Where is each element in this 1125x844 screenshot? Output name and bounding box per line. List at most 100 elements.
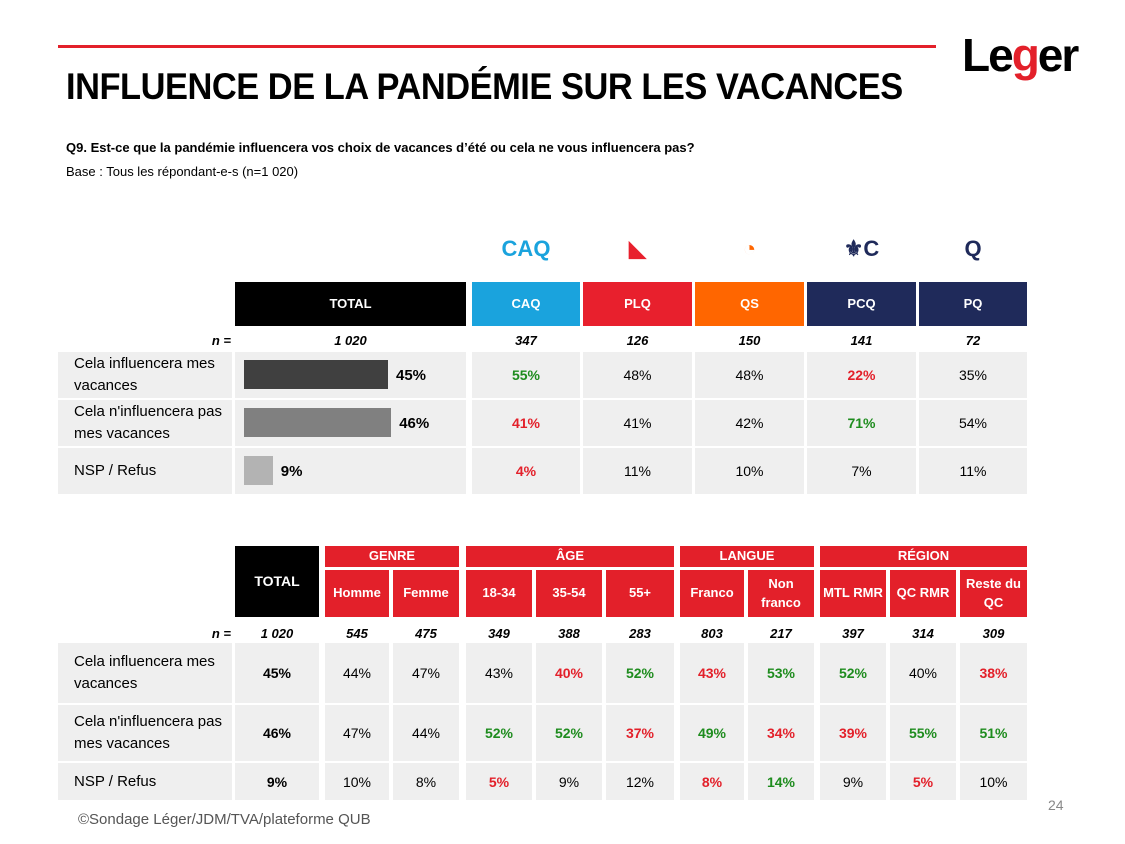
party-value: 10% xyxy=(695,448,804,494)
top-total-n: 1 020 xyxy=(334,332,367,348)
caq-logo: CAQ xyxy=(501,236,551,261)
n-label: n = xyxy=(211,332,231,348)
segment-header: 18-34 xyxy=(466,570,532,617)
segment-value: 49% xyxy=(680,705,744,761)
segment-header: 35-54 xyxy=(536,570,602,617)
party-value: 71% xyxy=(807,400,916,446)
party-value: 11% xyxy=(583,448,692,494)
segment-header: MTL RMR xyxy=(820,570,886,617)
page-number: 24 xyxy=(1048,797,1064,813)
total-bar-cell xyxy=(235,448,466,494)
row-label: Cela influencera mes vacances xyxy=(58,643,232,703)
qs-logo: ◔ xyxy=(742,236,757,261)
segment-value: 5% xyxy=(890,763,956,800)
segment-value: 43% xyxy=(466,643,532,703)
party-header-caq: CAQ xyxy=(472,282,580,326)
total-bar xyxy=(244,360,388,389)
pq-logo: Q xyxy=(964,236,982,261)
bottom-total-value: 46% xyxy=(235,705,319,761)
segment-value: 52% xyxy=(536,705,602,761)
bottom-total-value: 9% xyxy=(235,763,319,800)
row-label: NSP / Refus xyxy=(58,448,232,494)
segment-value: 12% xyxy=(606,763,674,800)
segment-value: 44% xyxy=(393,705,459,761)
party-n: 72 xyxy=(965,332,981,348)
row-label: Cela influencera mes vacances xyxy=(58,352,232,398)
segment-value: 8% xyxy=(393,763,459,800)
party-value: 54% xyxy=(919,400,1027,446)
segment-value: 52% xyxy=(466,705,532,761)
segment-n: 545 xyxy=(346,625,368,641)
row-label: Cela n'influencera pas mes vacances xyxy=(58,400,232,446)
party-value: 35% xyxy=(919,352,1027,398)
total-value: 9% xyxy=(280,462,303,480)
group-header-1: ÂGE xyxy=(466,546,674,567)
segment-n: 309 xyxy=(982,625,1005,641)
segment-value: 52% xyxy=(820,643,886,703)
segment-value: 10% xyxy=(960,763,1027,800)
segment-value: 43% xyxy=(680,643,744,703)
segment-header: Homme xyxy=(325,570,389,617)
n-label-bottom: n = xyxy=(211,625,231,641)
segment-value: 8% xyxy=(680,763,744,800)
bottom-total-header: TOTAL xyxy=(235,546,319,617)
footer-copyright: ©Sondage Léger/JDM/TVA/plateforme QUB xyxy=(78,811,371,828)
segment-value: 47% xyxy=(325,705,389,761)
segment-value: 51% xyxy=(960,705,1027,761)
segment-header: Franco xyxy=(680,570,744,617)
segment-n: 475 xyxy=(415,625,437,641)
total-bar xyxy=(244,456,273,485)
segment-value: 37% xyxy=(606,705,674,761)
segment-value: 44% xyxy=(325,643,389,703)
plq-logo: ◣ xyxy=(629,236,646,261)
base-text: Base : Tous les répondant-e-s (n=1 020) xyxy=(66,164,299,179)
party-n: 150 xyxy=(738,332,761,348)
segment-header: 55+ xyxy=(606,570,674,617)
segment-value: 14% xyxy=(748,763,814,800)
party-value: 41% xyxy=(583,400,692,446)
segment-n: 397 xyxy=(842,625,864,641)
total-value: 46% xyxy=(399,414,430,432)
group-header-3: RÉGION xyxy=(820,546,1027,567)
bottom-total-n: 1 020 xyxy=(260,625,294,641)
party-value: 41% xyxy=(472,400,580,446)
segment-header: Femme xyxy=(393,570,459,617)
segment-value: 47% xyxy=(393,643,459,703)
segment-header: Reste du QC xyxy=(960,570,1027,617)
total-value: 45% xyxy=(396,366,427,384)
party-value: 11% xyxy=(919,448,1027,494)
segment-n: 803 xyxy=(701,625,723,641)
party-n: 141 xyxy=(850,332,873,348)
row-label: Cela n'influencera pas mes vacances xyxy=(58,705,232,761)
party-header-qs: QS xyxy=(695,282,804,326)
party-n: 126 xyxy=(626,332,649,348)
total-bar xyxy=(244,408,392,437)
bottom-total-value: 45% xyxy=(235,643,319,703)
segment-value: 10% xyxy=(325,763,389,800)
party-header-pq: PQ xyxy=(919,282,1027,326)
header-rule xyxy=(58,45,936,48)
group-header-0: GENRE xyxy=(325,546,459,567)
segment-n: 349 xyxy=(488,625,510,641)
segment-value: 52% xyxy=(606,643,674,703)
party-value: 55% xyxy=(472,352,580,398)
pcq-logo: ⚜C xyxy=(843,236,880,261)
party-n: 347 xyxy=(515,332,537,348)
segment-header: Non franco xyxy=(748,570,814,617)
segment-n: 314 xyxy=(912,625,934,641)
segment-value: 34% xyxy=(748,705,814,761)
segment-value: 9% xyxy=(536,763,602,800)
leger-logo: Leger xyxy=(962,29,1079,81)
segment-value: 38% xyxy=(960,643,1027,703)
party-value: 48% xyxy=(583,352,692,398)
segment-value: 40% xyxy=(890,643,956,703)
segment-value: 53% xyxy=(748,643,814,703)
party-value: 42% xyxy=(695,400,804,446)
page-title: INFLUENCE DE LA PANDÉMIE SUR LES VACANCE… xyxy=(66,66,903,107)
question-text: Q9. Est-ce que la pandémie influencera v… xyxy=(66,140,695,155)
party-value: 48% xyxy=(695,352,804,398)
segment-n: 283 xyxy=(629,625,651,641)
segment-n: 217 xyxy=(770,625,792,641)
party-header-pcq: PCQ xyxy=(807,282,916,326)
